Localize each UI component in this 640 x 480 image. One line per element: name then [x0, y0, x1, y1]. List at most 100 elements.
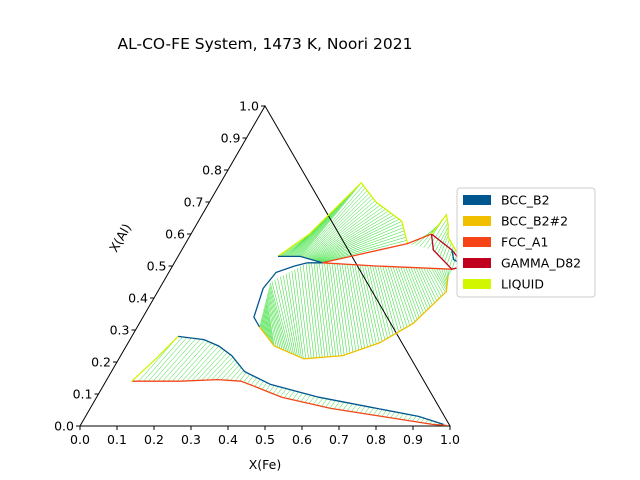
tie-line — [334, 263, 348, 355]
tie-line — [352, 264, 368, 348]
y-tick-label: 0.1 — [73, 387, 93, 402]
tie-line — [441, 239, 450, 260]
tie-line — [261, 382, 268, 390]
chart-title: AL-CO-FE System, 1473 K, Noori 2021 — [118, 35, 413, 53]
tie-line — [221, 362, 238, 381]
tie-line — [288, 272, 302, 358]
tie-line — [143, 336, 183, 382]
tie-line — [447, 269, 453, 276]
phase-boundary-bcc-b2-2 — [258, 275, 449, 360]
tie-line — [374, 265, 394, 336]
y-tick-label: 0.3 — [110, 323, 130, 338]
tie-line — [263, 309, 269, 339]
legend-label: GAMMA_D82 — [501, 256, 581, 271]
y-tick-label: 0.4 — [128, 291, 148, 306]
legend-label: BCC_B2 — [501, 193, 550, 208]
x-tick-label: 0.9 — [403, 432, 423, 447]
tie-line — [313, 214, 394, 261]
tie-line — [152, 337, 192, 382]
tie-line — [297, 267, 309, 359]
tie-line — [431, 268, 446, 293]
tie-line — [300, 393, 307, 402]
tie-line — [354, 264, 371, 347]
y-tick-label: 0.2 — [91, 355, 111, 370]
tie-line — [329, 400, 336, 409]
tie-lines — [138, 182, 458, 426]
tie-line — [385, 266, 405, 329]
tie-line — [303, 190, 368, 258]
tie-line — [315, 218, 400, 261]
tie-line — [418, 267, 435, 304]
tie-line — [426, 268, 442, 297]
tie-line — [302, 187, 366, 258]
x-tick-label: 0.5 — [255, 432, 275, 447]
tie-line — [305, 263, 318, 358]
y-tick-label: 0.9 — [221, 131, 241, 146]
tie-line — [310, 208, 386, 260]
tie-line — [364, 265, 383, 342]
x-tick-label: 1.0 — [440, 432, 460, 447]
tie-line — [431, 222, 449, 250]
tie-line — [294, 204, 340, 257]
tie-line — [379, 266, 399, 332]
tie-line — [308, 395, 315, 404]
tie-line — [177, 342, 212, 382]
tie-line — [181, 344, 216, 382]
tie-line — [342, 402, 349, 411]
tie-line — [412, 415, 417, 422]
x-tick-label: 0.1 — [107, 432, 127, 447]
tie-line — [191, 348, 222, 381]
tie-line — [186, 345, 220, 382]
tie-line — [167, 339, 205, 382]
tie-line — [400, 266, 420, 318]
tie-line — [264, 307, 270, 341]
x-tick-label: 0.8 — [366, 432, 386, 447]
tie-line — [392, 266, 413, 324]
y-tick-label: 0.8 — [202, 163, 222, 178]
tie-line — [148, 337, 188, 382]
tie-line — [234, 370, 244, 381]
tie-line — [355, 405, 362, 413]
tie-line — [420, 418, 425, 423]
tie-line — [266, 296, 277, 347]
tie-line — [359, 406, 366, 414]
tie-line — [298, 189, 355, 257]
tie-line — [324, 262, 337, 357]
legend-swatch — [463, 237, 491, 247]
phase-boundary-fcc-a1 — [322, 233, 432, 264]
tie-line — [239, 372, 247, 382]
tie-line — [196, 350, 225, 381]
tie-line — [326, 263, 339, 356]
tie-line — [172, 341, 209, 382]
tie-line — [285, 273, 300, 357]
y-tick-label: 0.5 — [147, 259, 167, 274]
tie-line — [297, 193, 351, 257]
tie-line — [312, 212, 392, 261]
tie-line — [296, 392, 303, 401]
tie-line — [314, 216, 397, 261]
tie-line — [372, 408, 379, 416]
legend-swatch — [463, 216, 491, 226]
tie-line — [349, 264, 365, 349]
tie-line — [403, 414, 408, 421]
tie-line — [321, 240, 407, 263]
tie-line — [308, 262, 320, 358]
legend-box — [456, 187, 596, 298]
tie-line — [402, 267, 422, 316]
tie-line — [362, 265, 380, 343]
y-axis-label: X(Al) — [106, 221, 134, 255]
tie-line — [408, 267, 427, 312]
tie-line — [261, 315, 266, 335]
x-axis-ticks: 0.0 0.1 0.2 0.3 0.4 0.5 0.6 0.7 0.8 0.9 1.0 — [70, 426, 460, 447]
x-tick-label: 0.2 — [144, 432, 164, 447]
tie-line — [316, 262, 328, 357]
tie-line — [331, 263, 345, 356]
tie-line — [157, 338, 197, 382]
tie-line — [436, 268, 447, 289]
tie-line — [304, 394, 311, 403]
tie-line — [254, 379, 261, 387]
tie-line — [261, 318, 265, 333]
tie-line — [364, 406, 370, 414]
phase-boundary-liquid — [430, 213, 458, 254]
